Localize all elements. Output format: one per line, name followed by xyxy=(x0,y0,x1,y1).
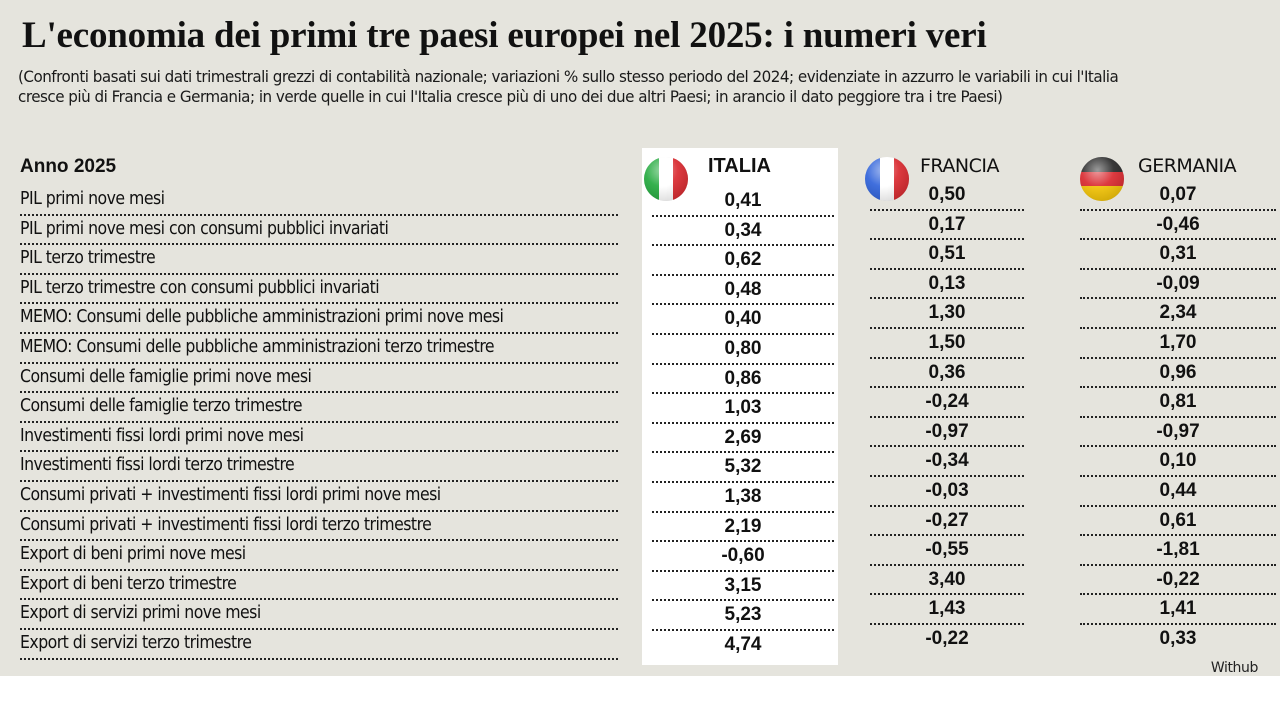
value-cell-francia: -0,27 xyxy=(870,507,1024,537)
value-cell-germania: 0,61 xyxy=(1080,507,1276,537)
value-cell-italia: 0,34 xyxy=(652,217,834,247)
table-row-label: Export di servizi terzo trimestre xyxy=(20,630,618,660)
row-label-text: PIL terzo trimestre xyxy=(20,248,156,269)
value-cell-francia: -0,22 xyxy=(925,628,969,649)
france-flag-icon xyxy=(865,157,909,201)
value-cell-germania: 0,10 xyxy=(1080,447,1276,477)
value-cell-italia: 2,19 xyxy=(652,513,834,543)
year-label: Anno 2025 xyxy=(20,156,117,177)
value-cell-francia: 1,43 xyxy=(870,595,1024,625)
germany-flag-icon xyxy=(1080,157,1124,201)
value-cell-germania: 0,33 xyxy=(1159,628,1197,649)
value-cell-germania: 1,70 xyxy=(1080,329,1276,359)
row-label-text: PIL primi nove mesi con consumi pubblici… xyxy=(20,218,389,239)
value-cell-francia: 0,36 xyxy=(870,359,1024,389)
flag-gloss xyxy=(1080,157,1124,201)
subtitle: (Confronti basati sui dati trimestrali g… xyxy=(18,67,1119,106)
value-cell-italia: 0,48 xyxy=(652,276,834,306)
row-label-text: Export di servizi terzo trimestre xyxy=(20,633,252,653)
value-cell-italia: 0,40 xyxy=(652,305,834,335)
row-label-text: Consumi privati + investimenti fissi lor… xyxy=(20,514,432,535)
value-cell-italia: 5,32 xyxy=(652,453,834,483)
value-cell-francia: 0,51 xyxy=(870,240,1024,270)
table-row-label: Investimenti fissi lordi primi nove mesi xyxy=(20,423,618,453)
value-cell-francia: 0,17 xyxy=(870,211,1024,241)
value-cell-francia: 0,13 xyxy=(870,270,1024,300)
table-row-label: Consumi privati + investimenti fissi lor… xyxy=(20,512,618,542)
value-cell-germania: 0,31 xyxy=(1080,240,1276,270)
row-label-text: MEMO: Consumi delle pubbliche amministra… xyxy=(20,307,504,328)
column-header-francia: FRANCIA xyxy=(920,155,999,177)
value-cell-germania: 2,34 xyxy=(1080,299,1276,329)
table-row-label: Consumi privati + investimenti fissi lor… xyxy=(20,482,618,512)
row-label-text: MEMO: Consumi delle pubbliche amministra… xyxy=(20,337,495,357)
value-cell-germania: -0,22 xyxy=(1080,566,1276,596)
table-row-label: PIL primi nove mesi con consumi pubblici… xyxy=(20,216,618,246)
value-cell-francia: -0,55 xyxy=(870,536,1024,566)
value-cell-germania: -0,97 xyxy=(1080,418,1276,448)
value-cell-francia: -0,03 xyxy=(870,477,1024,507)
table-row-label: Export di beni primi nove mesi xyxy=(20,541,618,571)
row-label-text: Investimenti fissi lordi terzo trimestre xyxy=(20,455,295,476)
value-cell-germania: -0,09 xyxy=(1080,270,1276,300)
table-row-label: MEMO: Consumi delle pubbliche amministra… xyxy=(20,304,618,334)
page-title: L'economia dei primi tre paesi europei n… xyxy=(22,15,987,56)
row-label-text: Consumi privati + investimenti fissi lor… xyxy=(20,485,441,505)
table-row-label: Export di servizi primi nove mesi xyxy=(20,600,618,630)
row-label-text: Investimenti fissi lordi primi nove mesi xyxy=(20,425,304,446)
value-cell-italia: 0,41 xyxy=(652,187,834,217)
row-label-text: PIL primi nove mesi xyxy=(20,189,165,209)
value-cell-italia: 2,69 xyxy=(652,424,834,454)
value-cell-italia: 4,74 xyxy=(724,634,762,655)
value-cell-francia: 1,30 xyxy=(870,299,1024,329)
value-cell-germania: 0,96 xyxy=(1080,359,1276,389)
flag-gloss xyxy=(865,157,909,201)
column-header-italia: ITALIA xyxy=(708,155,771,177)
column-header-germania: GERMANIA xyxy=(1138,155,1237,177)
value-cell-germania: -0,46 xyxy=(1080,211,1276,241)
italy-flag-icon xyxy=(644,157,688,201)
value-cell-germania: -1,81 xyxy=(1080,536,1276,566)
value-cell-francia: -0,34 xyxy=(870,447,1024,477)
table-row-label: PIL terzo trimestre xyxy=(20,245,618,275)
value-cell-italia: 1,38 xyxy=(652,483,834,513)
value-cell-francia: 1,50 xyxy=(870,329,1024,359)
value-cell-italia: 3,15 xyxy=(652,572,834,602)
table-row-label: MEMO: Consumi delle pubbliche amministra… xyxy=(20,334,618,364)
value-cell-italia: 1,03 xyxy=(652,394,834,424)
italia-column-highlight xyxy=(642,148,838,665)
value-cell-italia: -0,60 xyxy=(652,542,834,572)
value-cell-italia: 0,62 xyxy=(652,246,834,276)
table-row-label: PIL terzo trimestre con consumi pubblici… xyxy=(20,275,618,305)
value-cell-germania: 0,07 xyxy=(1080,181,1276,211)
value-cell-germania: 0,44 xyxy=(1080,477,1276,507)
table-row-label: Export di beni terzo trimestre xyxy=(20,571,618,601)
table-row-label: Consumi delle famiglie terzo trimestre xyxy=(20,393,618,423)
value-cell-francia: -0,24 xyxy=(870,388,1024,418)
value-cell-francia: 3,40 xyxy=(870,566,1024,596)
value-cell-francia: 0,50 xyxy=(870,181,1024,211)
source-credit: Withub xyxy=(1210,660,1259,676)
row-label-text: PIL terzo trimestre con consumi pubblici… xyxy=(20,277,380,298)
row-label-text: Export di servizi primi nove mesi xyxy=(20,603,261,624)
table-row-label: Consumi delle famiglie primi nove mesi xyxy=(20,364,618,394)
row-label-text: Consumi delle famiglie terzo trimestre xyxy=(20,396,303,417)
flag-gloss xyxy=(644,157,688,201)
value-cell-italia: 0,86 xyxy=(652,365,834,395)
table-row-label: PIL primi nove mesi xyxy=(20,186,618,216)
infographic-panel xyxy=(0,0,1280,676)
row-label-text: Consumi delle famiglie primi nove mesi xyxy=(20,366,312,387)
row-label-text: Export di beni primi nove mesi xyxy=(20,544,246,565)
table-row-label: Investimenti fissi lordi terzo trimestre xyxy=(20,452,618,482)
value-cell-germania: 0,81 xyxy=(1080,388,1276,418)
row-label-text: Export di beni terzo trimestre xyxy=(20,573,237,594)
value-cell-italia: 0,80 xyxy=(652,335,834,365)
value-cell-germania: 1,41 xyxy=(1080,595,1276,625)
value-cell-francia: -0,97 xyxy=(870,418,1024,448)
value-cell-italia: 5,23 xyxy=(652,601,834,631)
